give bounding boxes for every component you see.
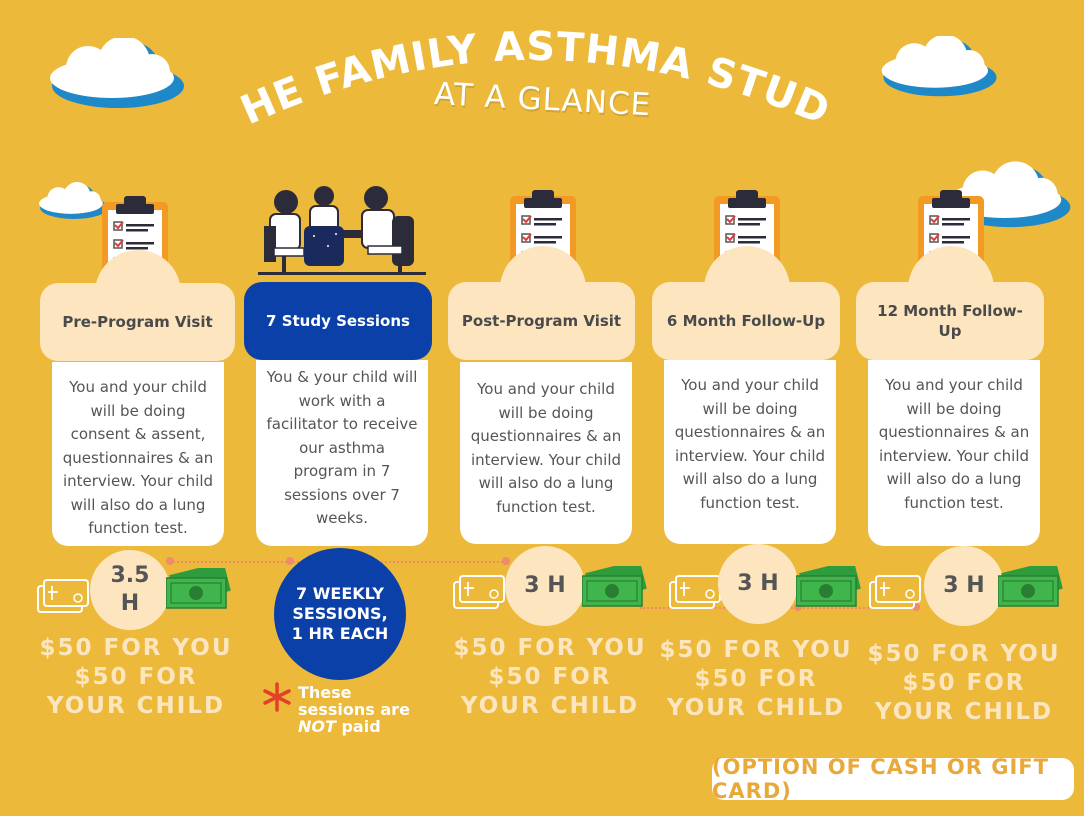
duration-badge: 3 H	[505, 546, 585, 626]
cloud-icon	[50, 38, 184, 108]
step-pre-program-label: Pre-Program Visit	[40, 283, 235, 361]
reward-text: $50 FOR YOU $50 FOR YOUR CHILD	[39, 635, 233, 719]
step-post-program-label: Post-Program Visit	[448, 282, 635, 360]
gift-card-icon	[669, 575, 721, 609]
step-12-month-label: 12 Month Follow-Up	[856, 282, 1044, 360]
cash-bill-icon	[796, 566, 862, 607]
reward-text: $50 FOR YOU $50 FOR YOUR CHILD	[867, 641, 1061, 725]
step-pre-program-description: You and your child will be doing consent…	[52, 362, 224, 546]
reward-text: $50 FOR YOU $50 FOR YOUR CHILD	[453, 635, 647, 719]
duration-badge: 3.5 H	[90, 550, 170, 630]
cloud-icon	[881, 36, 997, 97]
asterisk-icon	[263, 682, 291, 712]
step-post-program-description: You and your child will be doing questio…	[460, 362, 632, 544]
cloud-icon	[39, 182, 108, 219]
reward-text: $50 FOR YOU $50 FOR YOUR CHILD	[659, 637, 853, 721]
people-meeting-icon	[258, 186, 426, 275]
unpaid-note: These sessions are NOT paid	[298, 683, 410, 736]
payment-option-note: (OPTION OF CASH OR GIFT CARD)	[712, 755, 1074, 803]
gift-card-icon	[37, 579, 89, 613]
step-study-sessions-description: You & your child will work with a facili…	[256, 360, 428, 546]
duration-badge: 7 WEEKLY SESSIONS, 1 HR EACH	[274, 548, 406, 680]
duration-badge: 3 H	[924, 546, 1004, 626]
gift-card-icon	[869, 575, 921, 609]
cash-bill-icon	[998, 566, 1064, 607]
page-title: THE FAMILY ASTHMA STUDY	[230, 20, 830, 130]
step-study-sessions-label: 7 Study Sessions	[244, 282, 432, 360]
step-12-month-description: You and your child will be doing questio…	[868, 360, 1040, 546]
step-6-month-description: You and your child will be doing questio…	[664, 360, 836, 544]
cash-bill-icon	[582, 566, 648, 607]
step-6-month-label: 6 Month Follow-Up	[652, 282, 840, 360]
cash-bill-icon	[166, 568, 232, 609]
gift-card-icon	[453, 575, 505, 609]
duration-badge: 3 H	[718, 544, 798, 624]
